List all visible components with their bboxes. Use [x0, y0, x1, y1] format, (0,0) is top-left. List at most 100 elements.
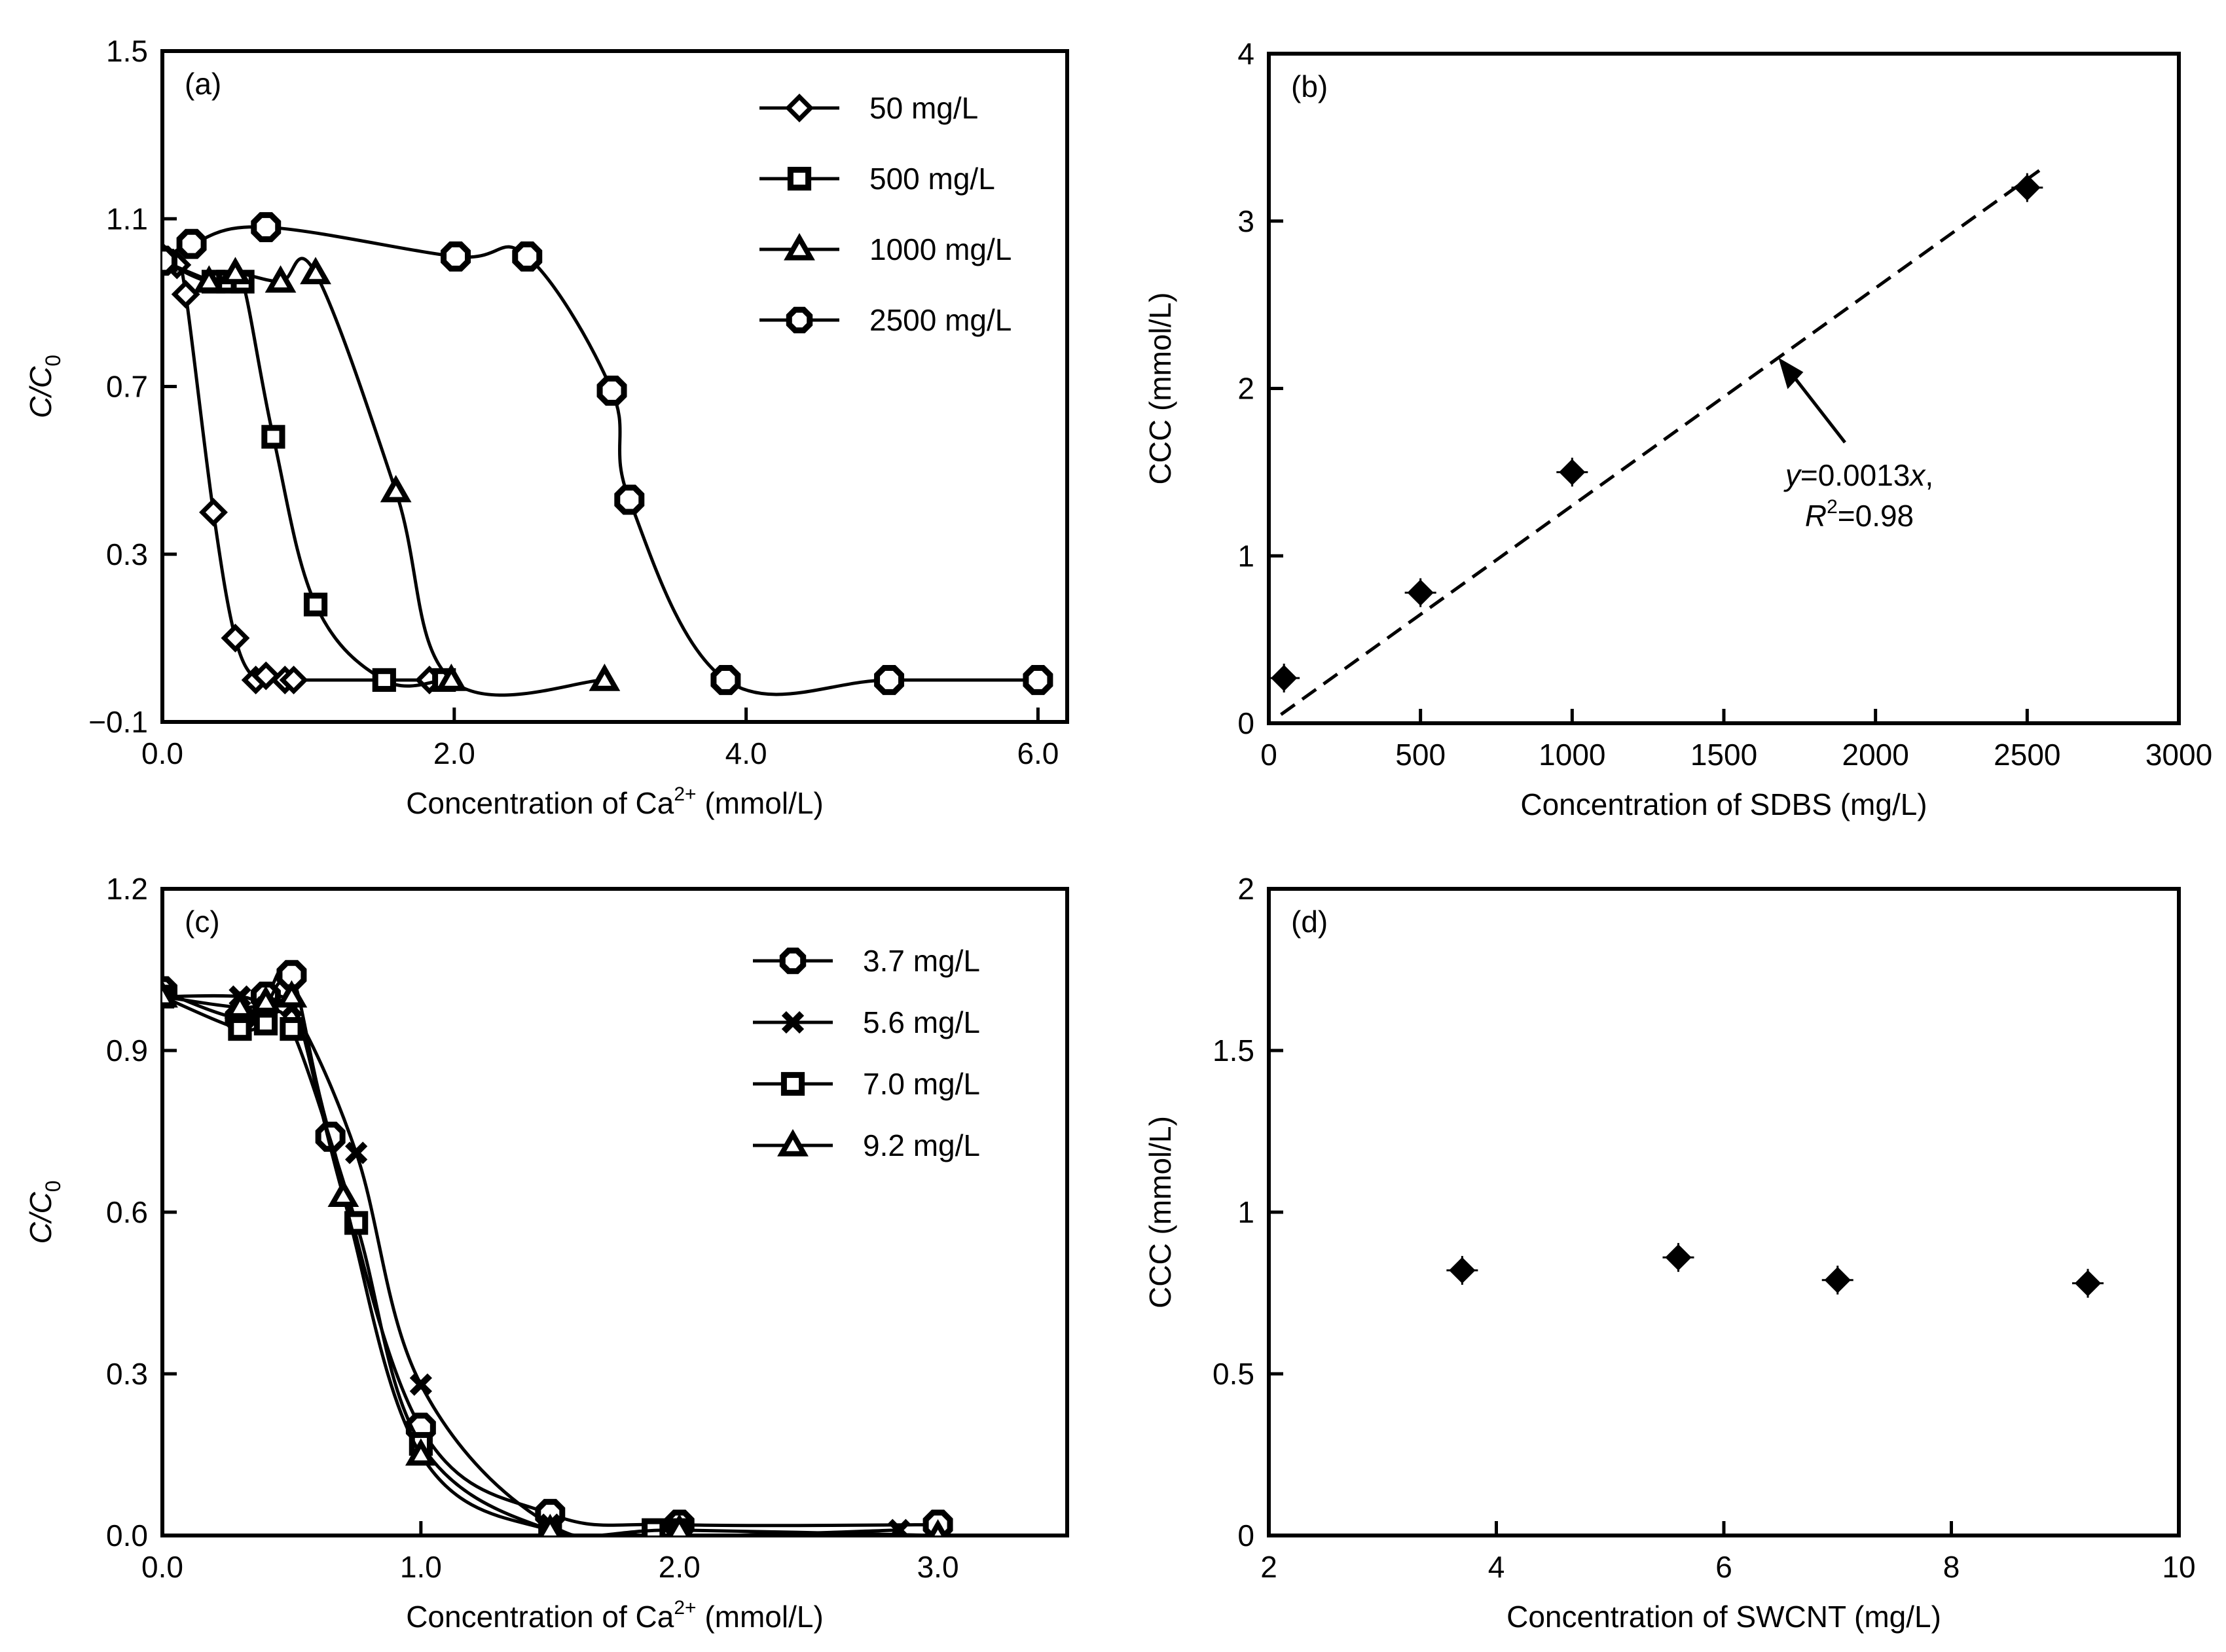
- series-line: [162, 225, 1038, 696]
- r-sup: 2: [1827, 496, 1838, 518]
- legend: 50 mg/L 500 mg/L 1000 mg/L 2500 mg/L: [759, 91, 1012, 337]
- x-tick-label: 3000: [2145, 738, 2212, 772]
- fit-equation: y=0.0013x,: [1783, 458, 1933, 492]
- x-tick-label: 2: [1260, 1550, 1277, 1584]
- x-axis-label: Concentration of Ca2+ (mmol/L): [406, 1597, 824, 1634]
- legend-item: 9.2 mg/L: [753, 1128, 980, 1162]
- legend-item: 1000 mg/L: [759, 232, 1012, 266]
- series-5-6-mg-l: [162, 985, 911, 1535]
- data-point: [261, 425, 285, 449]
- y-tick-label: 1.1: [106, 202, 148, 236]
- data-point: [2014, 174, 2041, 201]
- y-axis-label-sub: 0: [41, 355, 65, 367]
- x-tick-label: 3.0: [917, 1550, 959, 1584]
- y-tick-label: 0.3: [106, 537, 148, 571]
- data-point: [1407, 579, 1434, 606]
- data-point: [193, 265, 225, 293]
- y-tick-label: 0.9: [106, 1033, 148, 1068]
- y-tick-label: 0.5: [1213, 1357, 1254, 1391]
- data-point: [928, 1518, 947, 1535]
- legend-item: 3.7 mg/L: [753, 944, 980, 978]
- annotation-arrow: [1789, 370, 1846, 444]
- x-axis-label: Concentration of Ca2+ (mmol/L): [406, 783, 824, 820]
- x-tick-label: 1500: [1690, 738, 1757, 772]
- y-axis-label: C/C0: [24, 355, 65, 418]
- x-axis-label-suffix: (mmol/L): [697, 786, 824, 820]
- panel-label: (a): [185, 67, 221, 101]
- y-tick-label: −0.1: [88, 705, 148, 739]
- legend-marker-triangle: [784, 232, 815, 260]
- data-point: [228, 1016, 252, 1041]
- data-point: [405, 1438, 437, 1466]
- y-axis-label: CCC (mmol/L): [1143, 293, 1177, 485]
- data-point: [1271, 664, 1298, 692]
- data-point: [303, 592, 328, 617]
- data-point: [162, 245, 177, 276]
- legend-label: 2500 mg/L: [869, 303, 1012, 337]
- data-point: [224, 991, 256, 1018]
- data-point: [176, 228, 207, 259]
- r-var: R: [1805, 499, 1827, 533]
- y-tick-label: 0.6: [106, 1195, 148, 1229]
- legend-label: 7.0 mg/L: [863, 1067, 980, 1101]
- series-50-mg-l: [162, 242, 444, 694]
- y-axis-label-main: C/C: [24, 1192, 58, 1244]
- data-point: [2074, 1270, 2102, 1297]
- legend-marker-square: [780, 1071, 805, 1096]
- data-point: [1665, 1244, 1692, 1271]
- legend-item: 7.0 mg/L: [753, 1067, 980, 1101]
- data-point: [253, 1011, 278, 1035]
- y-tick-label: 1.5: [1213, 1033, 1254, 1068]
- data-point: [219, 257, 251, 285]
- y-axis-label: CCC (mmol/L): [1143, 1116, 1177, 1308]
- annotation-arrowhead: [1778, 357, 1804, 389]
- panel-label: (b): [1291, 69, 1328, 103]
- x-tick-label: 500: [1395, 738, 1446, 772]
- legend-marker-triangle: [777, 1128, 809, 1157]
- x-tick-label: 0.0: [141, 1550, 183, 1584]
- data-point: [1559, 459, 1586, 486]
- x-tick-label: 1000: [1539, 738, 1605, 772]
- data-point: [171, 279, 200, 309]
- data-point: [1449, 1257, 1476, 1284]
- y-tick-label: 3: [1237, 204, 1254, 238]
- legend-marker-octagon: [779, 947, 807, 975]
- x-axis-label-main: Concentration of Ca: [406, 1600, 674, 1634]
- legend-label: 1000 mg/L: [869, 232, 1012, 266]
- y-tick-label: 1: [1237, 539, 1254, 573]
- data-point: [888, 1518, 911, 1535]
- legend-marker-diamond: [785, 94, 814, 122]
- y-axis-label: C/C0: [24, 1180, 65, 1244]
- y-tick-label: 1.2: [106, 872, 148, 906]
- data-point: [1023, 664, 1053, 695]
- panel-d: 0 0.5 1 1.5 2 2 4 6 8 10 (d) Concentration of SWCNT…: [1143, 872, 2196, 1634]
- data-point: [250, 985, 282, 1013]
- legend-item: 2500 mg/L: [759, 303, 1012, 337]
- x-tick-label: 2.0: [659, 1550, 701, 1584]
- x-axis-label: Concentration of SWCNT (mg/L): [1506, 1600, 1941, 1634]
- panel-b: 0 1 2 3 4 0 500 1000 1500 2000 2500 3000 (b) Concentr…: [1143, 37, 2212, 821]
- series-line: [162, 259, 445, 688]
- x-tick-label: 1.0: [400, 1550, 442, 1584]
- fit-r-squared: R2=0.98: [1805, 496, 1914, 533]
- panel-c: 0.0 0.3 0.6 0.9 1.2 0.0 1.0 2.0 3.0 (c) Concentrat…: [24, 872, 1069, 1634]
- y-tick-label: 1.5: [106, 34, 148, 68]
- legend-item: 500 mg/L: [759, 162, 995, 196]
- data-point: [327, 1179, 359, 1208]
- data-point: [596, 375, 627, 406]
- x-axis-label-main: Concentration of Ca: [406, 786, 674, 820]
- legend-label: 5.6 mg/L: [863, 1005, 980, 1039]
- series-line: [162, 965, 938, 1528]
- data-point: [279, 665, 308, 694]
- data-point: [276, 980, 308, 1008]
- y-axis-label-sub: 0: [41, 1180, 65, 1192]
- data-point: [512, 241, 543, 272]
- data-point: [710, 664, 741, 695]
- data-point: [666, 1513, 692, 1535]
- data-point: [372, 668, 396, 692]
- eq-coef: =0.0013: [1800, 458, 1910, 492]
- y-tick-label: 0.7: [106, 370, 148, 404]
- series-500-mg-l: [162, 249, 456, 692]
- x-tick-label: 2.0: [433, 736, 475, 770]
